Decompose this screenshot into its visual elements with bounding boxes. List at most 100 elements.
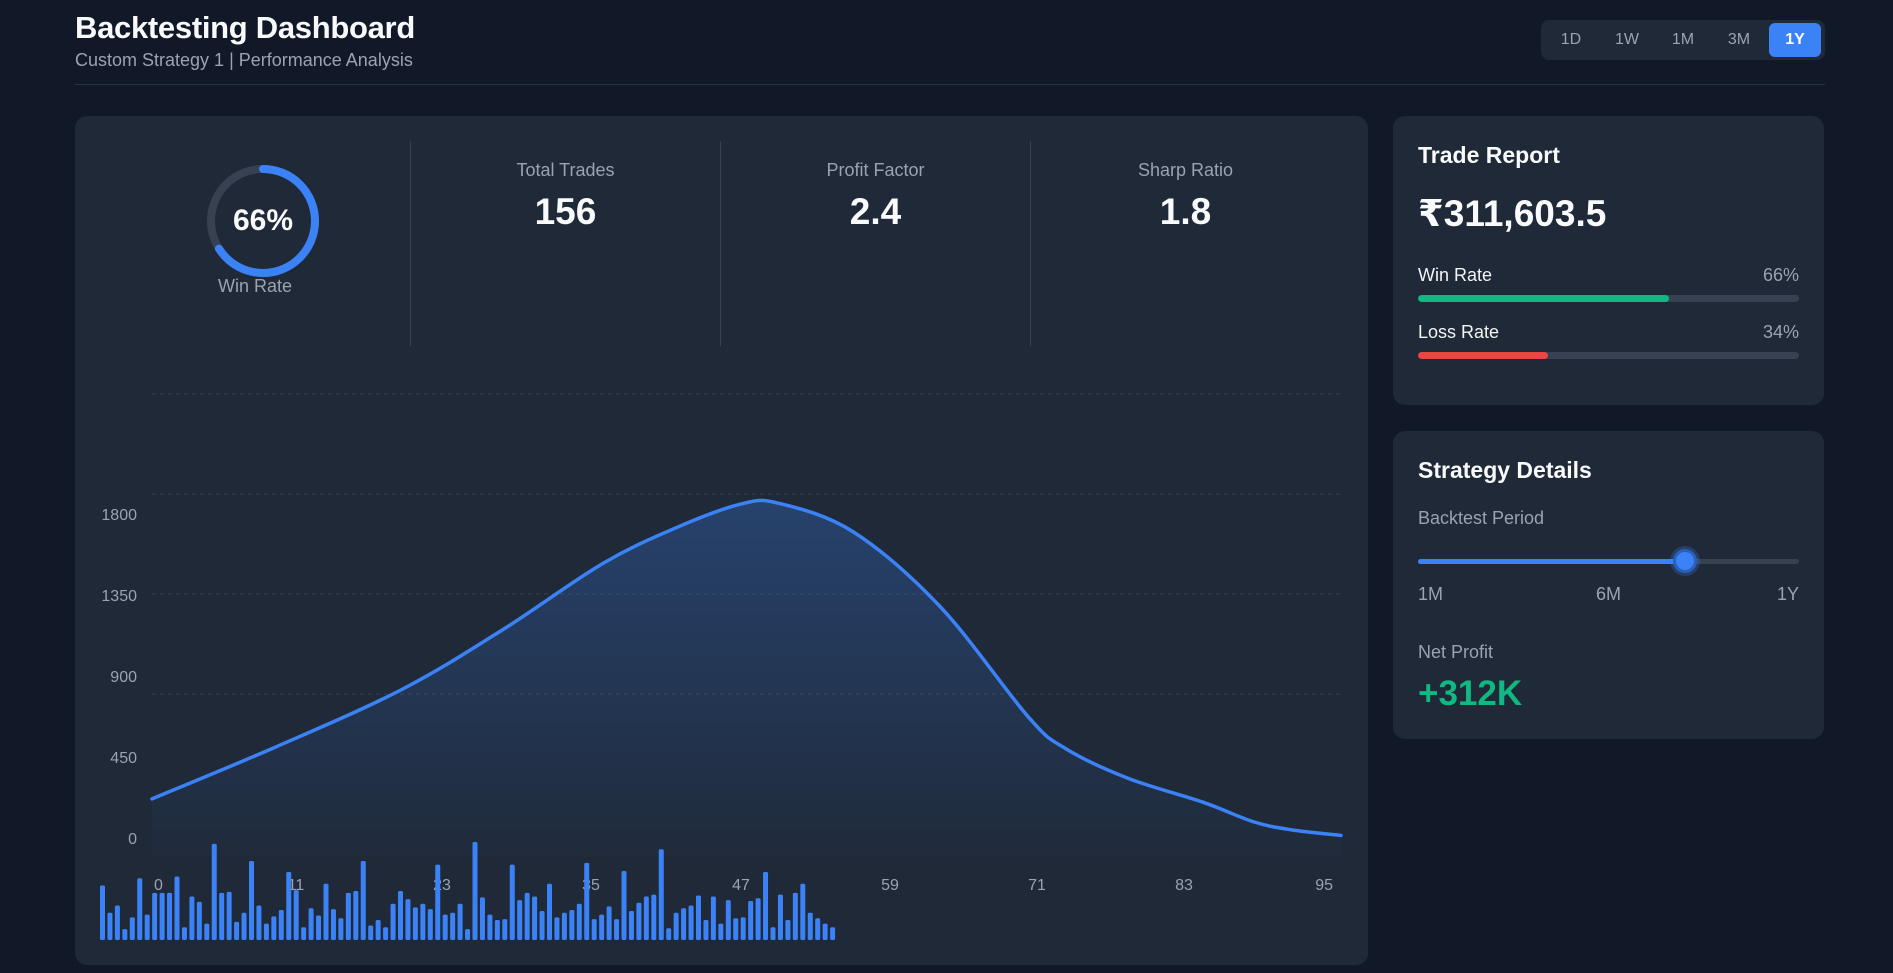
range-1y-button[interactable]: 1Y (1769, 23, 1821, 57)
loss-rate-row-label: Loss Rate (1418, 322, 1500, 342)
total-trades-label: Total Trades (516, 160, 615, 180)
trade-bar (636, 902, 642, 940)
trade-bar (375, 920, 381, 940)
trade-bar (651, 894, 657, 940)
win-rate-row-label: Win Rate (1418, 265, 1493, 285)
trade-bar (599, 914, 605, 940)
trade-bar (330, 909, 336, 940)
trade-bar (167, 892, 173, 940)
trade-bar (450, 912, 456, 940)
trade-bar (301, 927, 307, 940)
trade-bar (703, 920, 709, 940)
range-1d-button[interactable]: 1D (1545, 23, 1597, 57)
y-tick-label: 900 (110, 669, 137, 686)
trade-bar (718, 923, 724, 940)
trade-bar (591, 919, 597, 940)
win-rate-row-value: 66% (1762, 265, 1799, 285)
trade-bar (584, 862, 590, 940)
trade-bar (159, 892, 165, 940)
trade-bar (427, 909, 433, 940)
trade-bar (547, 883, 552, 940)
loss-rate-row-value: 34% (1762, 322, 1799, 342)
trade-bar (822, 923, 828, 940)
x-tick-label: 0 (154, 877, 163, 894)
trade-bar (658, 849, 664, 940)
trade-bar (316, 915, 322, 940)
trade-bar (278, 910, 284, 940)
trade-bar (494, 920, 500, 940)
stats-row: 66% Win Rate Total Trades 156 Profit Fac… (100, 141, 1340, 346)
trade-bar (211, 843, 217, 940)
trade-bar (226, 891, 232, 940)
trade-bar (129, 917, 135, 940)
profit-factor-stat: Profit Factor 2.4 (719, 141, 1030, 346)
trade-bar (114, 905, 120, 940)
trade-bar (144, 914, 150, 940)
sharp-ratio-label: Sharp Ratio (1137, 160, 1234, 180)
trade-bar (219, 892, 225, 940)
trade-bar (360, 861, 366, 940)
trade-bar (569, 910, 575, 940)
trade-bar (554, 917, 560, 940)
page-subtitle: Custom Strategy 1 | Performance Analysis (75, 50, 413, 70)
trade-bar (204, 923, 210, 940)
trade-bar (479, 897, 485, 940)
trade-bar (785, 920, 791, 940)
trade-bar (412, 907, 418, 940)
equity-area-fill (152, 500, 1341, 856)
backtest-period-slider-thumb[interactable] (1672, 549, 1697, 573)
win-rate-ring (207, 165, 319, 277)
trade-bar (696, 895, 701, 940)
x-tick-label: 83 (1175, 877, 1193, 894)
range-1m-button[interactable]: 1M (1657, 23, 1709, 57)
backtest-period-slider[interactable] (1418, 549, 1799, 573)
strategy-details-card: Strategy Details Backtest Period 1M 6M 1… (1393, 431, 1824, 739)
trade-bar (643, 896, 649, 940)
header: Backtesting Dashboard Custom Strategy 1 … (75, 0, 1825, 85)
win-rate-stat: 66% Win Rate (100, 141, 410, 346)
trade-bar (815, 918, 821, 940)
net-profit-label: Net Profit (1418, 642, 1494, 662)
range-1w-button[interactable]: 1W (1601, 23, 1653, 57)
trade-bar (353, 891, 359, 940)
trade-bar (249, 861, 254, 940)
y-tick-label: 1350 (101, 588, 137, 605)
trade-bar (442, 914, 448, 940)
x-tick-label: 11 (288, 877, 305, 894)
trade-bar (472, 842, 478, 940)
trade-bar (517, 900, 523, 940)
trade-bar (666, 928, 672, 940)
trade-bar (770, 927, 776, 940)
trade-bar (368, 925, 374, 940)
time-range-selector: 1D 1W 1M 3M 1Y (1541, 20, 1825, 60)
trade-bar (628, 910, 634, 940)
period-tick-6m: 6M (1595, 584, 1622, 604)
win-rate-value: 66% (232, 204, 294, 237)
trade-bar (152, 892, 158, 940)
performance-card: 66% Win Rate Total Trades 156 Profit Fac… (75, 116, 1368, 965)
x-tick-label: 59 (881, 877, 899, 894)
trade-bar (688, 905, 694, 940)
trade-bar (435, 864, 441, 940)
trade-bar (405, 899, 411, 940)
strategy-details-title: Strategy Details (1418, 457, 1592, 483)
trade-bar (740, 917, 746, 940)
trade-bar (181, 927, 187, 940)
x-tick-label: 95 (1315, 877, 1333, 894)
trade-bar (234, 921, 240, 940)
y-tick-label: 0 (128, 831, 137, 848)
range-3m-button[interactable]: 3M (1713, 23, 1765, 57)
trade-bar (502, 919, 508, 940)
trade-bar (323, 883, 329, 940)
trade-bar (457, 903, 463, 940)
trade-bar (681, 908, 687, 940)
trade-bar (763, 871, 769, 940)
trade-report-card: Trade Report ₹311,603.5 Win Rate 66% Los… (1393, 116, 1824, 405)
trade-bar (733, 918, 739, 940)
equity-line (150, 498, 1343, 838)
trade-bar (673, 912, 679, 940)
trade-bar (107, 912, 113, 940)
trade-bar (137, 878, 143, 940)
trade-bar (241, 912, 247, 940)
trade-bar (807, 912, 813, 940)
